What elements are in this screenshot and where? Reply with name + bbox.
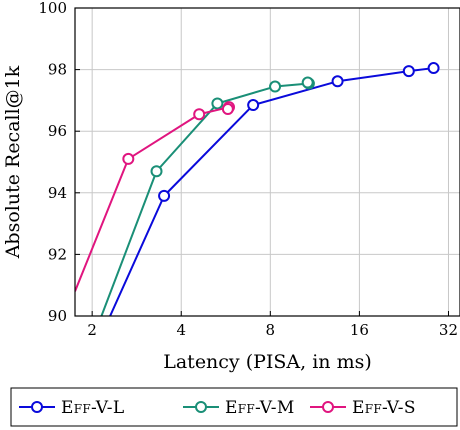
data-point	[221, 103, 234, 116]
data-point	[331, 75, 344, 88]
x-tick-label: 8	[266, 321, 276, 339]
data-point	[247, 99, 260, 112]
series-layer	[75, 62, 440, 316]
plot-frame	[74, 7, 460, 317]
y-tick-label: 98	[48, 61, 67, 79]
y-tick-label: 100	[38, 0, 67, 17]
legend-label: Eff-V-M	[225, 398, 295, 418]
y-tick-label: 92	[48, 245, 67, 263]
series-eff-v-m	[100, 76, 315, 316]
y-tick-label: 94	[48, 184, 67, 202]
y-axis-label: Absolute Recall@1k	[2, 65, 24, 259]
data-point	[193, 108, 206, 121]
y-tick-label: 90	[48, 307, 67, 325]
legend-marker	[31, 401, 43, 413]
legend: Eff-V-L Eff-V-M Eff-V-S	[10, 387, 458, 427]
series-line	[109, 67, 434, 316]
legend-item: Eff-V-L	[19, 398, 124, 418]
data-point	[122, 152, 135, 165]
series-eff-v-s	[75, 101, 235, 292]
series-line	[75, 106, 230, 292]
data-point	[402, 65, 415, 78]
data-point	[269, 80, 282, 93]
x-tick-label: 32	[439, 321, 458, 339]
x-tick-label: 2	[87, 321, 97, 339]
data-point	[211, 97, 224, 110]
legend-marker	[195, 401, 207, 413]
data-point	[301, 76, 314, 89]
data-point	[427, 62, 440, 75]
x-tick-label: 4	[176, 321, 186, 339]
series-eff-v-l	[109, 62, 440, 316]
legend-item: Eff-V-S	[310, 398, 416, 418]
legend-marker	[322, 401, 334, 413]
legend-label: Eff-V-L	[61, 398, 124, 418]
legend-box	[10, 387, 458, 427]
legend-label: Eff-V-S	[352, 398, 416, 418]
data-point	[150, 165, 163, 178]
legend-item: Eff-V-M	[183, 398, 295, 418]
x-axis-label: Latency (PISA, in ms)	[163, 351, 372, 373]
series-line	[100, 81, 310, 316]
data-point	[158, 189, 171, 202]
ticks: 2 4 8 16 32 90 92 94 96 98 100	[38, 0, 458, 339]
y-tick-label: 96	[48, 122, 67, 140]
x-tick-label: 16	[350, 321, 369, 339]
